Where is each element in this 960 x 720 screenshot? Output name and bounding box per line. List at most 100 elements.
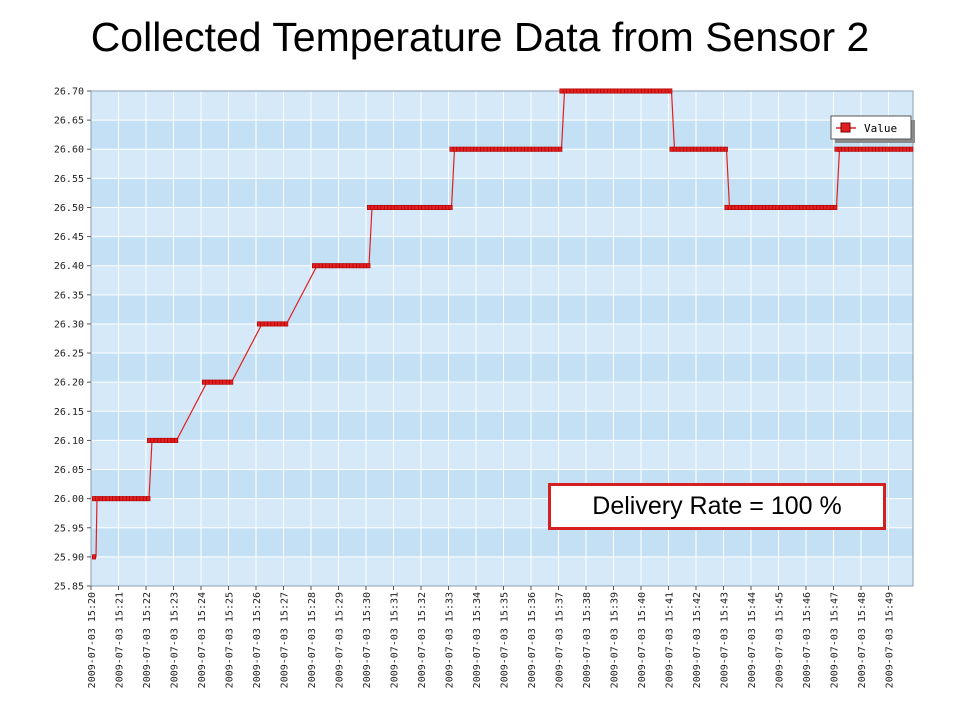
x-tick-label: 2009-07-03 15:38 xyxy=(582,592,593,688)
data-point xyxy=(208,379,213,385)
data-point xyxy=(339,263,344,269)
data-point xyxy=(686,146,691,152)
x-tick-label: 2009-07-03 15:41 xyxy=(665,592,676,688)
data-point xyxy=(569,88,574,94)
data-point xyxy=(383,204,388,210)
data-point xyxy=(871,146,876,152)
data-point xyxy=(689,146,694,152)
data-point xyxy=(397,204,402,210)
data-point xyxy=(634,88,639,94)
data-point xyxy=(683,146,688,152)
x-tick-label: 2009-07-03 15:46 xyxy=(802,592,813,688)
series-line xyxy=(94,90,913,558)
data-point xyxy=(837,146,842,152)
data-point xyxy=(551,146,556,152)
data-point xyxy=(469,146,474,152)
y-tick-label: 26.50 xyxy=(54,203,84,214)
data-point xyxy=(452,146,457,152)
data-point xyxy=(277,321,282,327)
x-tick-label: 2009-07-03 15:35 xyxy=(500,592,511,688)
data-point xyxy=(400,204,405,210)
data-point xyxy=(215,379,220,385)
data-point xyxy=(514,146,519,152)
data-point xyxy=(909,146,914,152)
y-tick-label: 26.20 xyxy=(54,378,84,389)
data-point xyxy=(778,204,783,210)
data-point xyxy=(829,204,834,210)
data-point xyxy=(878,146,883,152)
data-point xyxy=(328,263,333,269)
x-tick-label: 2009-07-03 15:20 xyxy=(87,592,98,688)
data-point xyxy=(717,146,722,152)
x-tick-label: 2009-07-03 15:40 xyxy=(637,592,648,688)
x-tick-label: 2009-07-03 15:31 xyxy=(390,592,401,688)
data-point xyxy=(438,204,443,210)
data-point xyxy=(579,88,584,94)
data-point xyxy=(263,321,268,327)
x-tick-label: 2009-07-03 15:39 xyxy=(610,592,621,688)
data-point xyxy=(459,146,464,152)
data-point xyxy=(411,204,416,210)
data-point xyxy=(905,146,910,152)
data-point xyxy=(765,204,770,210)
data-point xyxy=(868,146,873,152)
data-point xyxy=(345,263,350,269)
data-point xyxy=(456,146,461,152)
x-tick-label: 2009-07-03 15:28 xyxy=(307,592,318,688)
data-point xyxy=(267,321,272,327)
y-tick-label: 26.25 xyxy=(54,349,84,360)
data-point xyxy=(325,263,330,269)
x-tick-label: 2009-07-03 15:44 xyxy=(747,592,758,688)
data-point xyxy=(139,496,144,502)
legend-marker xyxy=(840,122,851,133)
x-tick-label: 2009-07-03 15:42 xyxy=(692,592,703,688)
x-tick-label: 2009-07-03 15:32 xyxy=(417,592,428,688)
data-point xyxy=(833,204,838,210)
data-point xyxy=(129,496,134,502)
data-point xyxy=(899,146,904,152)
data-point xyxy=(785,204,790,210)
data-point xyxy=(875,146,880,152)
data-point xyxy=(445,204,450,210)
data-point xyxy=(693,146,698,152)
data-point xyxy=(696,146,701,152)
data-point xyxy=(865,146,870,152)
data-point xyxy=(122,496,127,502)
data-point xyxy=(507,146,512,152)
data-point xyxy=(311,263,316,269)
plot-band xyxy=(91,440,913,470)
data-point xyxy=(441,204,446,210)
data-point xyxy=(809,204,814,210)
x-axis: 2009-07-03 15:20 2009-07-03 15:21 2009-07-… xyxy=(87,586,896,688)
y-tick-label: 26.55 xyxy=(54,174,84,185)
x-tick-label: 2009-07-03 15:33 xyxy=(445,592,456,688)
data-point xyxy=(895,146,900,152)
data-point xyxy=(844,146,849,152)
data-point xyxy=(710,146,715,152)
plot-band xyxy=(91,178,913,208)
data-point xyxy=(558,146,563,152)
data-point xyxy=(583,88,588,94)
legend-entry-value: Value xyxy=(864,122,897,135)
plot-band xyxy=(91,207,913,237)
data-point xyxy=(531,146,536,152)
data-point xyxy=(356,263,361,269)
y-tick-label: 25.95 xyxy=(54,523,84,534)
data-point xyxy=(449,146,454,152)
y-tick-label: 26.05 xyxy=(54,465,84,476)
chart-title: Collected Temperature Data from Sensor 2 xyxy=(90,14,870,60)
x-tick-label: 2009-07-03 15:23 xyxy=(170,592,181,688)
plot-band xyxy=(91,353,913,383)
data-point xyxy=(143,496,148,502)
data-point xyxy=(703,146,708,152)
x-tick-label: 2009-07-03 15:49 xyxy=(885,592,896,688)
x-tick-label: 2009-07-03 15:43 xyxy=(720,592,731,688)
data-point xyxy=(352,263,357,269)
data-point xyxy=(603,88,608,94)
data-point xyxy=(861,146,866,152)
data-point xyxy=(792,204,797,210)
y-tick-label: 25.85 xyxy=(54,582,84,593)
data-point xyxy=(669,146,674,152)
plot-band xyxy=(91,556,913,586)
data-point xyxy=(167,437,172,443)
